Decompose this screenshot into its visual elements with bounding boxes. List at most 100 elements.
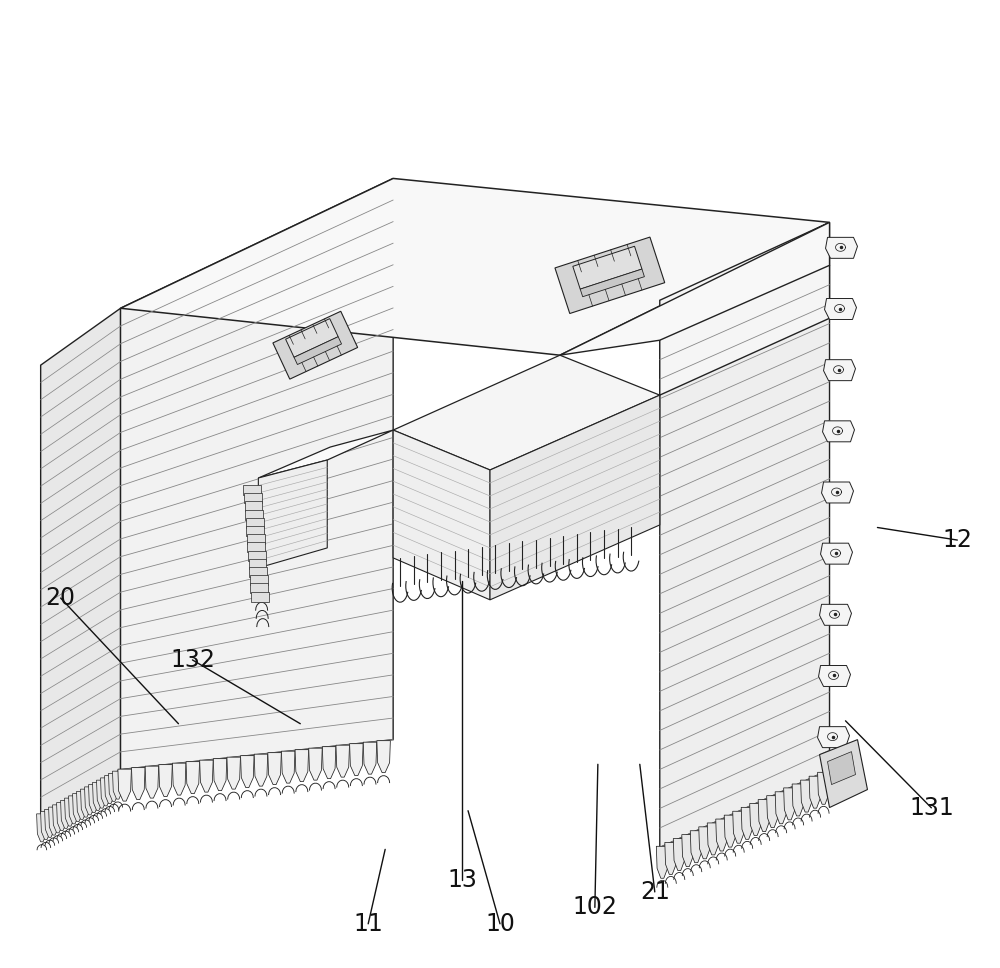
Text: 13: 13 — [447, 868, 477, 892]
Polygon shape — [200, 760, 213, 792]
Polygon shape — [741, 807, 753, 839]
Polygon shape — [246, 518, 264, 528]
Text: 102: 102 — [572, 895, 617, 920]
Polygon shape — [821, 543, 852, 564]
Polygon shape — [393, 355, 660, 470]
Polygon shape — [801, 780, 813, 812]
Polygon shape — [665, 842, 677, 874]
Text: 11: 11 — [353, 912, 383, 936]
Polygon shape — [53, 804, 63, 832]
Polygon shape — [145, 766, 159, 798]
Polygon shape — [69, 796, 79, 824]
Polygon shape — [682, 834, 694, 866]
Polygon shape — [245, 509, 263, 520]
Polygon shape — [309, 748, 322, 780]
Polygon shape — [363, 742, 377, 774]
Polygon shape — [286, 318, 338, 357]
Polygon shape — [792, 784, 804, 816]
Polygon shape — [809, 776, 821, 808]
Polygon shape — [249, 559, 266, 569]
Polygon shape — [750, 803, 762, 835]
Polygon shape — [41, 811, 51, 839]
Polygon shape — [824, 360, 855, 380]
Polygon shape — [350, 743, 363, 775]
Polygon shape — [118, 770, 131, 802]
Polygon shape — [159, 765, 172, 797]
Polygon shape — [247, 542, 265, 553]
Polygon shape — [716, 819, 728, 851]
Polygon shape — [560, 223, 830, 355]
Text: 12: 12 — [942, 529, 972, 552]
Polygon shape — [826, 237, 857, 258]
Polygon shape — [336, 745, 349, 777]
Polygon shape — [250, 575, 268, 586]
Polygon shape — [699, 827, 711, 859]
Polygon shape — [227, 757, 240, 789]
Polygon shape — [580, 269, 644, 297]
Polygon shape — [243, 485, 261, 495]
Text: 21: 21 — [640, 880, 670, 904]
Polygon shape — [490, 395, 660, 600]
Polygon shape — [97, 780, 107, 808]
Polygon shape — [105, 775, 115, 803]
Polygon shape — [132, 768, 145, 800]
Polygon shape — [281, 751, 295, 783]
Polygon shape — [775, 792, 787, 824]
Polygon shape — [37, 814, 47, 842]
Polygon shape — [733, 811, 745, 843]
Polygon shape — [823, 421, 854, 441]
Polygon shape — [673, 838, 685, 870]
Polygon shape — [724, 815, 736, 847]
Polygon shape — [244, 494, 262, 503]
Polygon shape — [45, 809, 55, 837]
Polygon shape — [295, 749, 309, 781]
Text: 132: 132 — [170, 648, 215, 672]
Polygon shape — [820, 740, 867, 807]
Polygon shape — [254, 754, 268, 786]
Polygon shape — [49, 807, 59, 835]
Polygon shape — [41, 308, 121, 814]
Polygon shape — [247, 534, 265, 544]
Polygon shape — [767, 796, 779, 828]
Polygon shape — [248, 551, 266, 560]
Polygon shape — [246, 526, 264, 536]
Polygon shape — [656, 846, 668, 878]
Polygon shape — [818, 727, 849, 747]
Polygon shape — [109, 773, 119, 802]
Polygon shape — [273, 312, 358, 379]
Polygon shape — [65, 799, 75, 826]
Polygon shape — [245, 501, 262, 511]
Polygon shape — [294, 337, 342, 365]
Polygon shape — [213, 759, 227, 791]
Text: 10: 10 — [485, 912, 515, 936]
Polygon shape — [89, 785, 99, 812]
Polygon shape — [57, 802, 67, 831]
Polygon shape — [251, 591, 269, 602]
Polygon shape — [660, 223, 830, 395]
Text: 131: 131 — [909, 796, 954, 820]
Polygon shape — [555, 237, 665, 314]
Polygon shape — [258, 460, 327, 568]
Polygon shape — [690, 831, 702, 862]
Polygon shape — [93, 782, 103, 810]
Polygon shape — [393, 430, 490, 600]
Polygon shape — [322, 746, 336, 778]
Polygon shape — [186, 762, 200, 794]
Polygon shape — [825, 298, 856, 319]
Polygon shape — [113, 771, 123, 800]
Polygon shape — [77, 792, 87, 819]
Polygon shape — [121, 178, 393, 770]
Polygon shape — [660, 265, 830, 847]
Text: 20: 20 — [46, 586, 76, 610]
Polygon shape — [573, 246, 642, 289]
Polygon shape — [250, 584, 268, 593]
Polygon shape — [377, 741, 390, 772]
Polygon shape — [81, 789, 91, 817]
Polygon shape — [241, 756, 254, 788]
Polygon shape — [828, 751, 855, 785]
Polygon shape — [73, 794, 83, 822]
Polygon shape — [784, 788, 796, 820]
Polygon shape — [819, 665, 850, 686]
Polygon shape — [249, 567, 267, 577]
Polygon shape — [822, 482, 853, 503]
